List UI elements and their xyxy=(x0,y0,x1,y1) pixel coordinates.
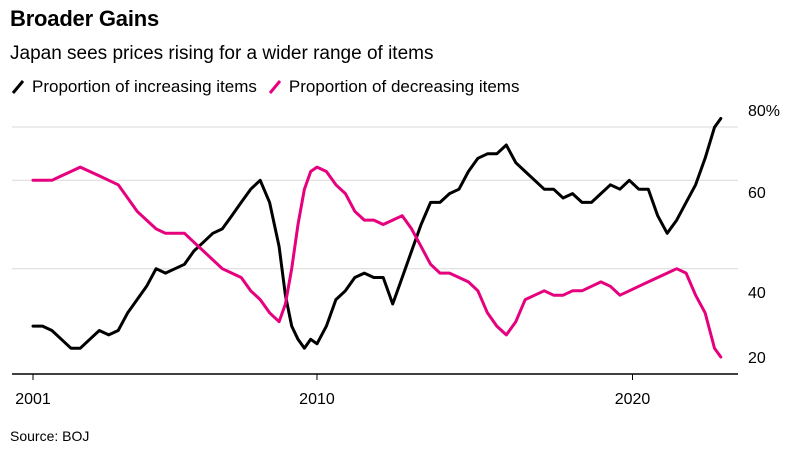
legend: Proportion of increasing items Proportio… xyxy=(10,77,529,97)
series-line-decreasing xyxy=(31,165,723,359)
legend-label-increasing: Proportion of increasing items xyxy=(32,77,257,96)
y-tick-20: 20 xyxy=(748,350,766,367)
source-note: Source: BOJ xyxy=(10,428,90,444)
y-tick-40: 40 xyxy=(748,285,766,302)
legend-label-decreasing: Proportion of decreasing items xyxy=(288,77,520,96)
x-tick-2020: 2020 xyxy=(615,391,651,408)
y-tick-60: 60 xyxy=(748,185,766,202)
x-tick-2001: 2001 xyxy=(15,391,51,408)
chart-title: Broader Gains xyxy=(10,6,160,31)
legend-swatch-decreasing xyxy=(268,80,282,94)
legend-swatch-increasing xyxy=(11,80,25,94)
y-tick-80: 80% xyxy=(748,103,780,120)
line-chart: 20 40 60 80% 2001 2010 2020 xyxy=(12,103,780,408)
legend-item-decreasing: Proportion of decreasing items xyxy=(267,77,520,97)
chart-subtitle: Japan sees prices rising for a wider ran… xyxy=(10,43,434,64)
series-line-increasing xyxy=(31,117,723,350)
x-tick-2010: 2010 xyxy=(299,391,335,408)
legend-item-increasing: Proportion of increasing items xyxy=(10,77,257,97)
